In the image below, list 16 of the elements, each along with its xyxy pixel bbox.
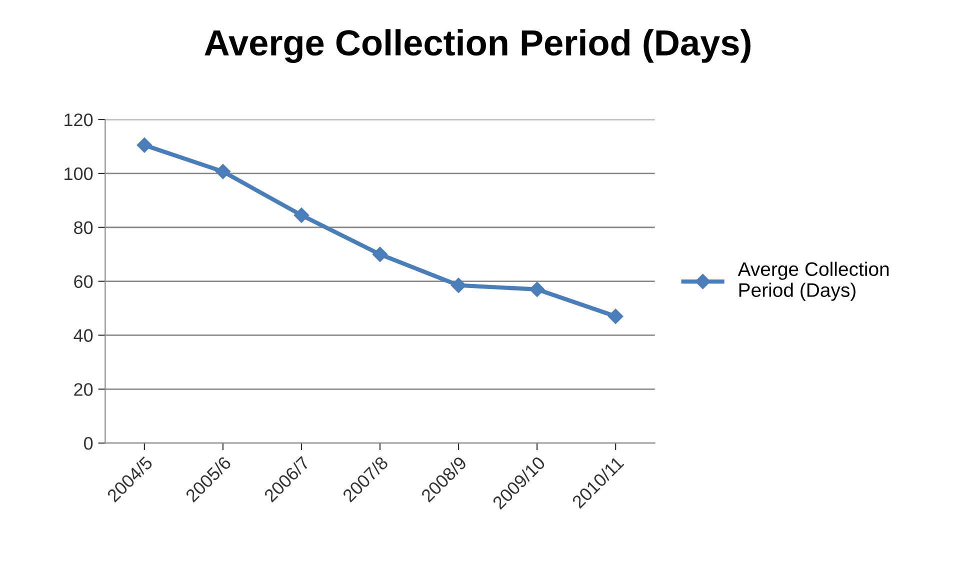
y-tick-label: 120 (64, 113, 93, 126)
chart-title: Averge Collection Period (Days) (204, 29, 750, 63)
point (450, 278, 466, 293)
y-tick-label: 80 (74, 221, 93, 234)
point (136, 138, 152, 153)
legend-label: Averge Collection Period (Days) (738, 262, 889, 301)
y-tick-label: 40 (74, 329, 93, 342)
point (529, 282, 545, 297)
point (215, 164, 231, 180)
point (608, 308, 624, 324)
y-tick-label: 100 (64, 167, 93, 180)
y-tick-label: 0 (84, 437, 93, 450)
y-tick-label: 20 (74, 383, 93, 396)
point (294, 208, 310, 223)
y-tick-label: 60 (74, 275, 93, 288)
point (372, 246, 388, 262)
